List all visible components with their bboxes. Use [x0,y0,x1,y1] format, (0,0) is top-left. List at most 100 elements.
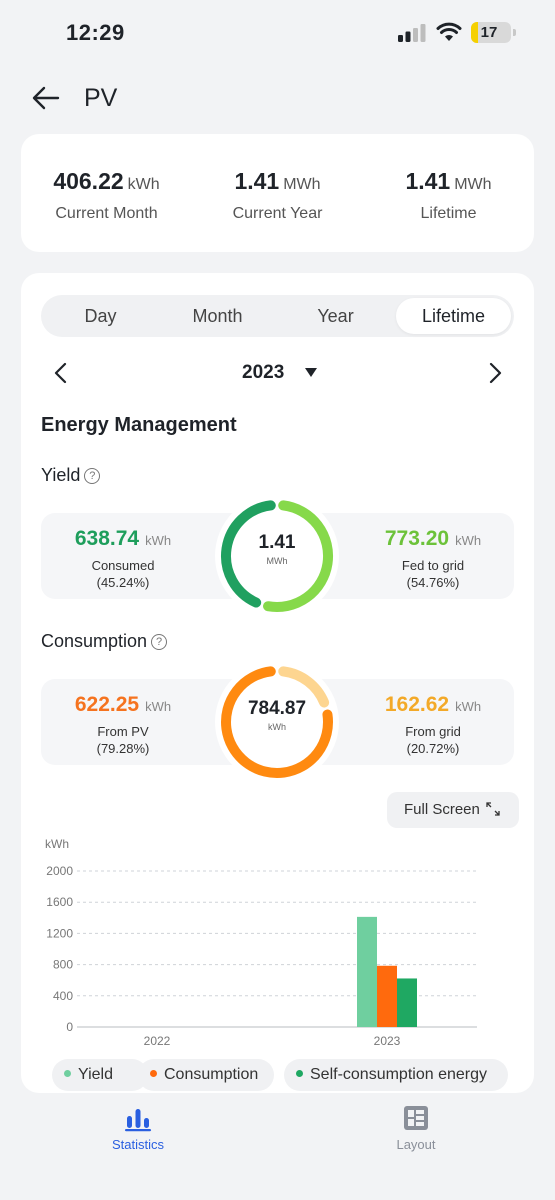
legend-consumption[interactable]: Consumption [138,1059,274,1091]
summary-current-year: 1.41 MWh Current Year [192,168,363,223]
period-segmented-control: Day Month Year Lifetime [41,295,514,337]
yield-heading: Yield? [41,465,101,486]
summary-unit: MWh [454,176,492,193]
summary-label: Lifetime [420,205,477,222]
summary-current-month: 406.22 kWh Current Month [21,168,192,223]
yield-title: Yield [41,465,81,485]
consumption-total: 784.87 [247,698,307,719]
consumption-from-pv: 622.25 kWh From PV (79.28%) [43,693,203,757]
yield-ring-segment-fed [263,500,334,612]
full-screen-button[interactable]: Full Screen [387,792,519,828]
chevron-left-icon[interactable] [47,359,75,387]
y-axis-unit: kWh [45,837,69,851]
summary-value: 406.22 [53,168,124,194]
consumption-ring: 784.87 kWh [215,660,339,784]
legend-label: Yield [78,1066,113,1083]
status-bar: 12:29 17 [0,0,555,64]
consumption-from-grid: 162.62 kWh From grid (20.72%) [353,693,513,757]
consumption-pv-pct: (79.28%) [96,741,150,756]
y-tick-label: 1600 [46,895,73,909]
consumption-pv-label: From PV [97,724,149,739]
consumption-ring-segment-grid [278,666,330,708]
back-arrow-icon[interactable] [30,84,62,112]
layout-icon [404,1106,428,1130]
summary-label: Current Month [55,205,158,222]
unit: kWh [145,533,172,548]
battery-icon: 17 [471,22,511,43]
x-tick-label: 2022 [144,1034,171,1048]
tab-statistics[interactable]: Statistics [78,1103,198,1163]
status-time: 12:29 [66,20,125,45]
summary-lifetime: 1.41 MWh Lifetime [363,168,534,223]
tab-label: Layout [396,1137,436,1152]
yield-total-unit: MWh [266,556,288,566]
y-tick-label: 400 [53,989,73,1003]
energy-card: Day Month Year Lifetime 2023 Energy Mana… [21,273,534,1093]
x-tick-label: 2023 [374,1034,401,1048]
year-value: 2023 [242,362,285,383]
chart-legend: Yield Consumption Self-consumption energ… [21,1059,534,1093]
y-tick-label: 0 [66,1020,73,1034]
summary-unit: MWh [283,176,321,193]
yield-consumed-label: Consumed [91,558,155,573]
y-tick-label: 800 [53,958,73,972]
yield-ring-chart [215,494,339,618]
yield-consumed-value: 638.74 [74,527,140,550]
help-icon[interactable]: ? [151,634,168,650]
tab-lifetime[interactable]: Lifetime [396,298,511,334]
yield-ring: 1.41 MWh [215,494,339,618]
consumption-total-unit: kWh [268,722,286,732]
y-tick-label: 2000 [46,864,73,878]
bar-self-consumption-energy [397,978,417,1027]
yield-fed-to-grid: 773.20 kWh Fed to grid (54.76%) [353,527,513,591]
legend-self-consumption[interactable]: Self-consumption energy [284,1059,508,1091]
consumption-ring-segment-pv [221,666,333,778]
consumption-heading: Consumption? [41,631,168,652]
yield-fed-label: Fed to grid [401,558,465,573]
page-title: PV [84,84,118,112]
battery-tip [513,29,516,36]
wifi-icon [436,22,462,41]
full-screen-label: Full Screen [404,801,480,818]
yield-ring-segment-consumed [221,500,276,608]
consumption-grid-value: 162.62 [384,693,450,716]
bar-consumption [377,965,397,1027]
consumption-ring-center: 784.87 kWh [215,698,339,732]
summary-unit: kWh [127,176,160,193]
unit: kWh [455,533,482,548]
yield-ring-center: 1.41 MWh [215,532,339,566]
consumption-grid-pct: (20.72%) [406,741,460,756]
yield-total: 1.41 [258,532,296,553]
help-icon[interactable]: ? [84,468,101,484]
tab-year[interactable]: Year [317,306,354,326]
energy-bar-chart: kWh 0 400 800 1200 1600 2000 2022 2023 [45,837,477,1048]
summary-card: 406.22 kWh Current Month 1.41 MWh Current … [21,134,534,252]
tab-layout[interactable]: Layout [356,1103,476,1163]
legend-label: Consumption [164,1066,259,1083]
legend-label: Self-consumption energy [310,1066,487,1083]
legend-dot [64,1070,71,1078]
summary-value: 1.41 [234,168,280,194]
unit: kWh [455,699,482,714]
consumption-ring-chart [215,660,339,784]
yield-consumed: 638.74 kWh Consumed (45.24%) [43,527,203,591]
bar-chart-icon [125,1109,151,1132]
cellular-signal-icon [398,24,426,42]
date-navigator: 2023 [21,355,534,391]
battery-level: 17 [480,24,498,41]
chevron-right-icon[interactable] [481,359,509,387]
caret-down-icon [305,368,317,377]
consumption-pv-value: 622.25 [74,693,140,716]
year-dropdown[interactable]: 2023 [231,360,331,386]
summary-label: Current Year [232,205,323,222]
unit: kWh [145,699,172,714]
consumption-grid-label: From grid [405,724,461,739]
tab-day[interactable]: Day [84,306,117,326]
yield-fed-value: 773.20 [384,527,450,550]
legend-yield[interactable]: Yield [52,1059,148,1091]
consumption-title: Consumption [41,631,148,651]
header: PV [0,76,555,120]
tab-month[interactable]: Month [192,306,243,326]
legend-dot [296,1070,303,1078]
summary-value: 1.41 [405,168,451,194]
